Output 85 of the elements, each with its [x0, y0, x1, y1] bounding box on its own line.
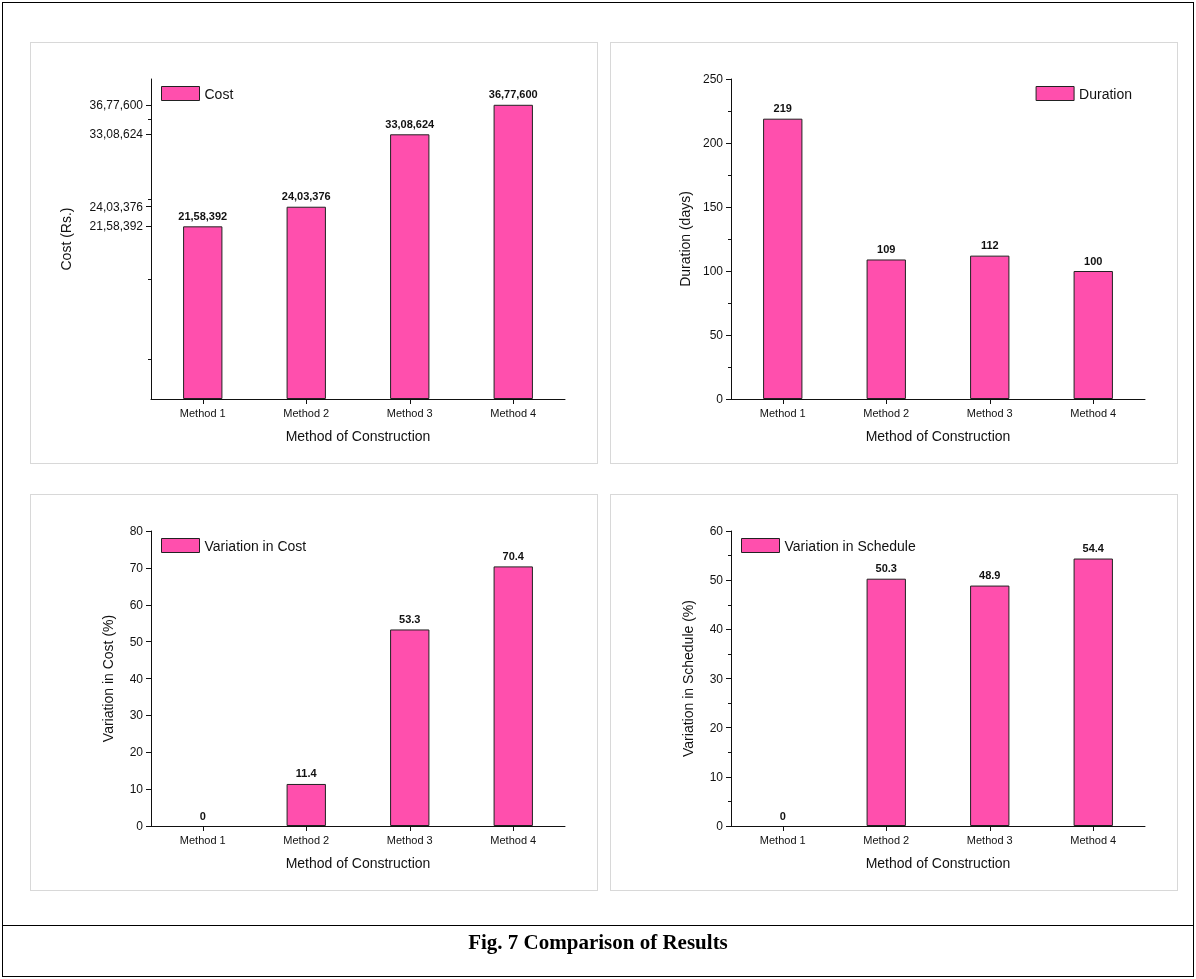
bar — [183, 226, 223, 399]
y-tick-label: 60 — [709, 524, 724, 538]
x-tick-label: Method 4 — [1070, 406, 1117, 419]
x-tick-label: Method 2 — [863, 406, 910, 419]
x-tick-label: Method 4 — [1070, 833, 1117, 846]
y-tick-label: 0 — [136, 819, 144, 833]
y-tick-label: 100 — [702, 264, 724, 278]
x-tick-label: Method 3 — [966, 406, 1013, 419]
bar — [493, 566, 533, 826]
data-label: 50.3 — [875, 562, 897, 575]
data-label: 0 — [199, 809, 206, 822]
data-label: 100 — [1084, 254, 1103, 267]
x-tick-label: Method 1 — [179, 406, 226, 419]
y-tick-label: 50 — [709, 328, 724, 342]
y-tick-label: 70 — [129, 560, 144, 575]
legend-label: Variation in Schedule — [784, 537, 916, 554]
bar — [286, 206, 326, 399]
data-label: 54.4 — [1082, 542, 1105, 555]
y-tick-label: 60 — [129, 597, 144, 612]
y-axis-title: Duration (days) — [677, 191, 694, 287]
y-tick-label: 150 — [702, 200, 724, 214]
bar — [866, 259, 906, 399]
text: 21,58,392 — [178, 209, 228, 222]
y-tick-label: 10 — [709, 769, 724, 784]
bar — [763, 118, 803, 399]
y-tick-label: 0 — [716, 392, 724, 406]
x-axis-title: Method of Construction — [285, 428, 431, 444]
y-axis-title: Cost (Rs.) — [58, 207, 74, 271]
legend-label: Variation in Cost — [204, 537, 307, 554]
text: 36,77,600 — [488, 88, 538, 101]
y-tick-label: 40 — [129, 671, 144, 686]
text: 33,08,624 — [385, 117, 435, 130]
data-label: 11.4 — [295, 767, 318, 780]
y-tick-label: 20 — [129, 745, 144, 760]
data-label: 0 — [779, 809, 786, 822]
x-axis-title: Method of Construction — [865, 855, 1011, 871]
y-tick-label: 80 — [129, 524, 144, 538]
bar — [1073, 558, 1113, 826]
y-tick-label: 250 — [702, 72, 724, 86]
y-tick-label: 21,58,392 — [89, 219, 144, 234]
legend-label: Cost — [204, 85, 234, 102]
caption: Fig. 7 Comparison of Results — [467, 930, 729, 955]
x-axis-title: Method of Construction — [285, 855, 431, 871]
bar — [1073, 271, 1113, 399]
y-tick-label: 0 — [716, 819, 724, 833]
data-label: 219 — [773, 102, 792, 115]
x-tick-label: Method 1 — [759, 406, 806, 419]
bar — [970, 255, 1010, 399]
bar — [390, 629, 430, 826]
y-tick-label: 10 — [129, 782, 144, 797]
bar — [866, 578, 906, 826]
text: 24,03,376 — [281, 190, 331, 203]
x-tick-label: Method 3 — [386, 406, 433, 419]
data-label: 53.3 — [399, 612, 421, 625]
data-label: 70.4 — [502, 549, 525, 562]
y-axis-title: Variation in Schedule (%) — [680, 600, 696, 757]
y-tick-label: 200 — [702, 136, 724, 150]
y-tick-label: 24,03,376 — [89, 199, 144, 214]
legend-label: Duration — [1079, 85, 1132, 102]
data-label: 109 — [877, 242, 896, 255]
x-tick-label: Method 4 — [490, 833, 537, 846]
bar — [390, 134, 430, 399]
x-tick-label: Method 2 — [863, 833, 910, 846]
bar — [493, 104, 533, 399]
y-tick-label: 30 — [709, 671, 724, 686]
x-tick-label: Method 1 — [179, 833, 226, 846]
x-tick-label: Method 2 — [283, 833, 330, 846]
y-tick-label: 50 — [709, 573, 724, 588]
x-axis-title: Method of Construction — [865, 428, 1011, 444]
bar — [286, 783, 326, 826]
data-label: 112 — [980, 239, 999, 252]
y-tick-label: 50 — [129, 634, 144, 649]
bar — [970, 585, 1010, 826]
x-tick-label: Method 1 — [759, 833, 806, 846]
data-label: 48.9 — [979, 569, 1001, 582]
x-tick-label: Method 4 — [490, 406, 537, 419]
y-tick-label: 20 — [709, 720, 724, 735]
y-tick-label: 30 — [129, 708, 144, 723]
y-tick-label: 36,77,600 — [89, 97, 144, 112]
x-tick-label: Method 3 — [966, 833, 1013, 846]
y-tick-label: 33,08,624 — [89, 127, 144, 142]
y-tick-label: 40 — [709, 622, 724, 637]
x-tick-label: Method 2 — [283, 406, 330, 419]
y-axis-title: Variation in Cost (%) — [100, 614, 116, 743]
x-tick-label: Method 3 — [386, 833, 433, 846]
